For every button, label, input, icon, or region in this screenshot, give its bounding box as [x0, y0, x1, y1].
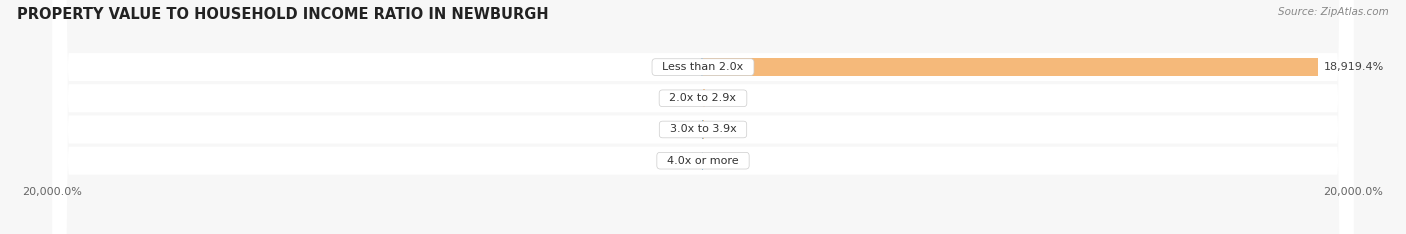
FancyBboxPatch shape [52, 0, 1354, 234]
Text: 18.4%: 18.4% [662, 156, 697, 166]
Text: 26.5%: 26.5% [709, 124, 744, 135]
Bar [703, 89, 704, 107]
Text: Source: ZipAtlas.com: Source: ZipAtlas.com [1278, 7, 1389, 17]
FancyBboxPatch shape [52, 0, 1354, 234]
FancyBboxPatch shape [52, 0, 1354, 234]
Text: 17.0%: 17.0% [662, 124, 697, 135]
Text: 12.1%: 12.1% [662, 93, 697, 103]
Text: 3.0x to 3.9x: 3.0x to 3.9x [662, 124, 744, 135]
Bar [702, 58, 703, 76]
Text: 47.4%: 47.4% [710, 93, 745, 103]
Text: 52.5%: 52.5% [661, 62, 696, 72]
Text: 4.0x or more: 4.0x or more [661, 156, 745, 166]
Text: Less than 2.0x: Less than 2.0x [655, 62, 751, 72]
FancyBboxPatch shape [52, 0, 1354, 234]
Text: PROPERTY VALUE TO HOUSEHOLD INCOME RATIO IN NEWBURGH: PROPERTY VALUE TO HOUSEHOLD INCOME RATIO… [17, 7, 548, 22]
Text: 2.0x to 2.9x: 2.0x to 2.9x [662, 93, 744, 103]
Text: 18,919.4%: 18,919.4% [1323, 62, 1384, 72]
Bar [703, 58, 1319, 76]
Text: 7.5%: 7.5% [709, 156, 737, 166]
